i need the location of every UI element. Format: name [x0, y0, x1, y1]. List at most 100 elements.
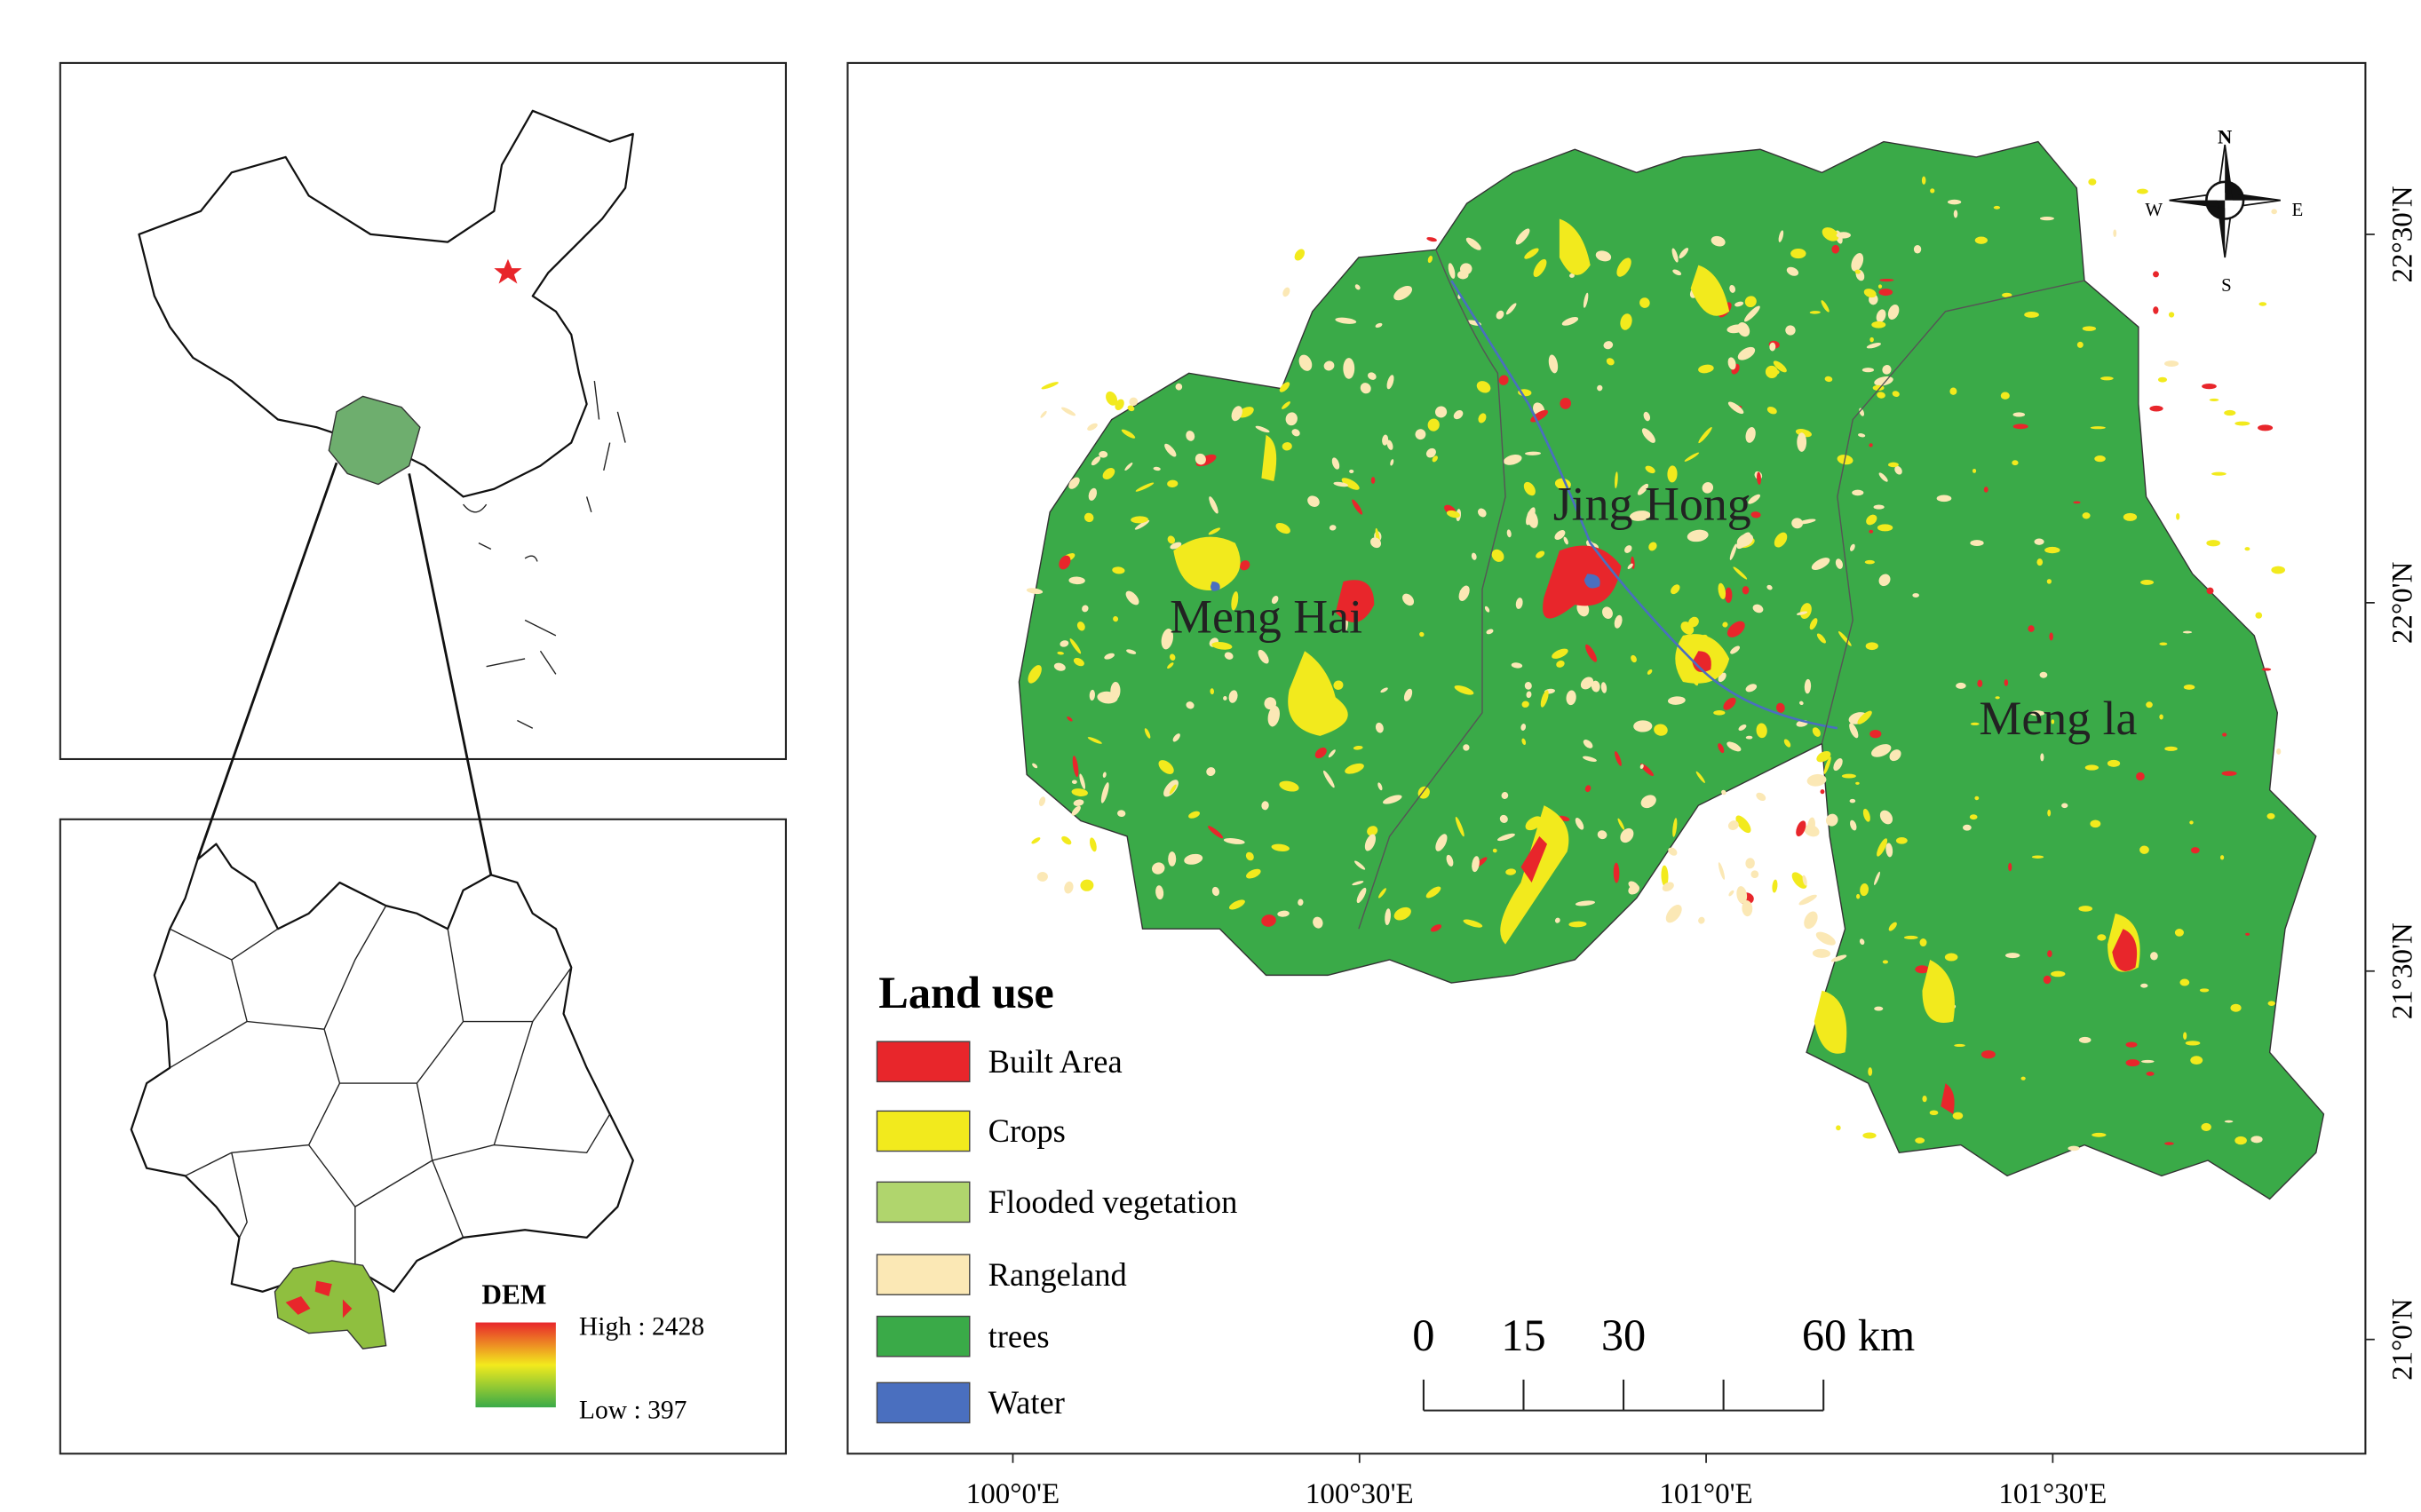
land-patch [1887, 304, 1900, 321]
land-patch [1743, 305, 1760, 322]
land-patch [1523, 481, 1536, 496]
land-patch [1540, 690, 1549, 708]
land-patch [1163, 780, 1179, 797]
land-patch [1167, 662, 1174, 669]
land-patch [1860, 883, 1869, 897]
land-patch [1583, 756, 1597, 762]
land-patch [1566, 690, 1576, 706]
land-patch [1995, 696, 2000, 700]
land-patch [1639, 297, 1650, 308]
land-patch [1556, 660, 1565, 668]
land-patch [1849, 723, 1859, 739]
legend-title: Land use [878, 968, 1054, 1017]
land-patch [1370, 537, 1382, 549]
land-patch [1279, 780, 1299, 792]
land-patch [2084, 764, 2099, 771]
land-cluster [2112, 929, 2138, 971]
land-patch [1368, 372, 1377, 380]
land-patch [1170, 653, 1176, 661]
land-patch [1936, 495, 1952, 503]
land-patch [2245, 932, 2250, 936]
land-patch [1068, 477, 1080, 489]
land-patch [1637, 483, 1649, 495]
land-patch [1323, 770, 1335, 788]
land-patch [1382, 434, 1389, 446]
land-patch [1476, 381, 1491, 393]
land-patch [1773, 360, 1787, 373]
land-patch [1727, 401, 1744, 415]
prefecture-lines [169, 905, 611, 1269]
land-patch [2189, 820, 2194, 825]
land-patch [1713, 710, 1726, 716]
land-patch [1858, 433, 1866, 438]
land-patch [1031, 837, 1041, 844]
land-patch [1679, 248, 1689, 259]
lon-label: 100°30'E [1306, 1478, 1414, 1510]
land-patch [1597, 830, 1607, 840]
land-patch [1561, 317, 1579, 326]
land-patch [1616, 257, 1631, 277]
land-patch [2000, 392, 2010, 400]
land-patch [1722, 621, 1728, 628]
land-patch [2211, 471, 2227, 476]
land-patch [1850, 543, 1855, 551]
land-patch [1057, 651, 1064, 655]
land-patch [1835, 558, 1843, 569]
land-patch [1809, 618, 1818, 630]
compass-e: E [2292, 199, 2304, 220]
land-patch [1121, 429, 1136, 439]
land-patch [2039, 671, 2048, 678]
land-patch [1915, 1137, 1925, 1144]
land-patch [1684, 452, 1700, 462]
land-patch [1060, 640, 1069, 647]
land-patch [1068, 576, 1085, 585]
land-patch [1671, 584, 1680, 595]
land-patch [1161, 629, 1174, 650]
land-patch [1393, 285, 1413, 301]
land-patch [1583, 292, 1589, 308]
land-patch [1799, 603, 1812, 620]
land-patch [2012, 412, 2026, 417]
land-patch [2224, 1120, 2234, 1123]
land-patch [1823, 756, 1831, 774]
land-patch [1343, 358, 1355, 379]
land-patch [2090, 819, 2101, 828]
land-patch [2044, 546, 2060, 554]
land-patch [1661, 865, 1669, 887]
land-patch [1869, 729, 1882, 739]
land-patch [1721, 789, 1726, 796]
land-patch [1963, 824, 1972, 831]
land-patch [2183, 1032, 2187, 1041]
land-patch [1375, 322, 1383, 329]
land-patch [1041, 382, 1059, 390]
land-patch [1106, 391, 1118, 406]
land-patch [2078, 1036, 2092, 1043]
land-patch [1211, 641, 1233, 650]
legend-label: Built Area [988, 1043, 1123, 1080]
land-patch [1386, 375, 1394, 390]
land-patch [1524, 248, 1539, 259]
land-patch [1115, 399, 1124, 411]
land-patch [1364, 834, 1377, 851]
land-patch [1435, 834, 1448, 851]
land-patch [1919, 938, 1927, 947]
land-patch [2088, 178, 2097, 186]
land-patch [1662, 882, 1674, 892]
compass-w: W [2145, 199, 2163, 220]
land-patch [1695, 771, 1705, 783]
land-patch [1427, 256, 1433, 264]
land-patch [1775, 702, 1785, 713]
land-patch [1112, 566, 1125, 574]
land-patch [2255, 612, 2263, 619]
land-patch [1073, 799, 1084, 806]
land-patch [1796, 820, 1806, 837]
land-patch [1785, 325, 1796, 336]
legend-swatch [876, 1315, 971, 1358]
land-patch [2209, 398, 2219, 401]
land-patch [1403, 688, 1413, 701]
land-patch [1862, 808, 1870, 822]
land-patch [2125, 1059, 2140, 1067]
land-patch [1282, 287, 1290, 297]
land-cluster [1584, 574, 1600, 589]
land-patch [1298, 898, 1304, 906]
